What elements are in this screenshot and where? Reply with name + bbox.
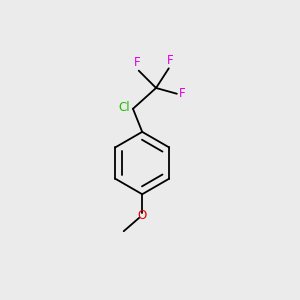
Text: O: O <box>138 208 147 221</box>
Text: F: F <box>167 54 173 67</box>
Text: F: F <box>134 56 141 70</box>
Text: F: F <box>179 87 185 100</box>
Text: Cl: Cl <box>118 101 130 114</box>
